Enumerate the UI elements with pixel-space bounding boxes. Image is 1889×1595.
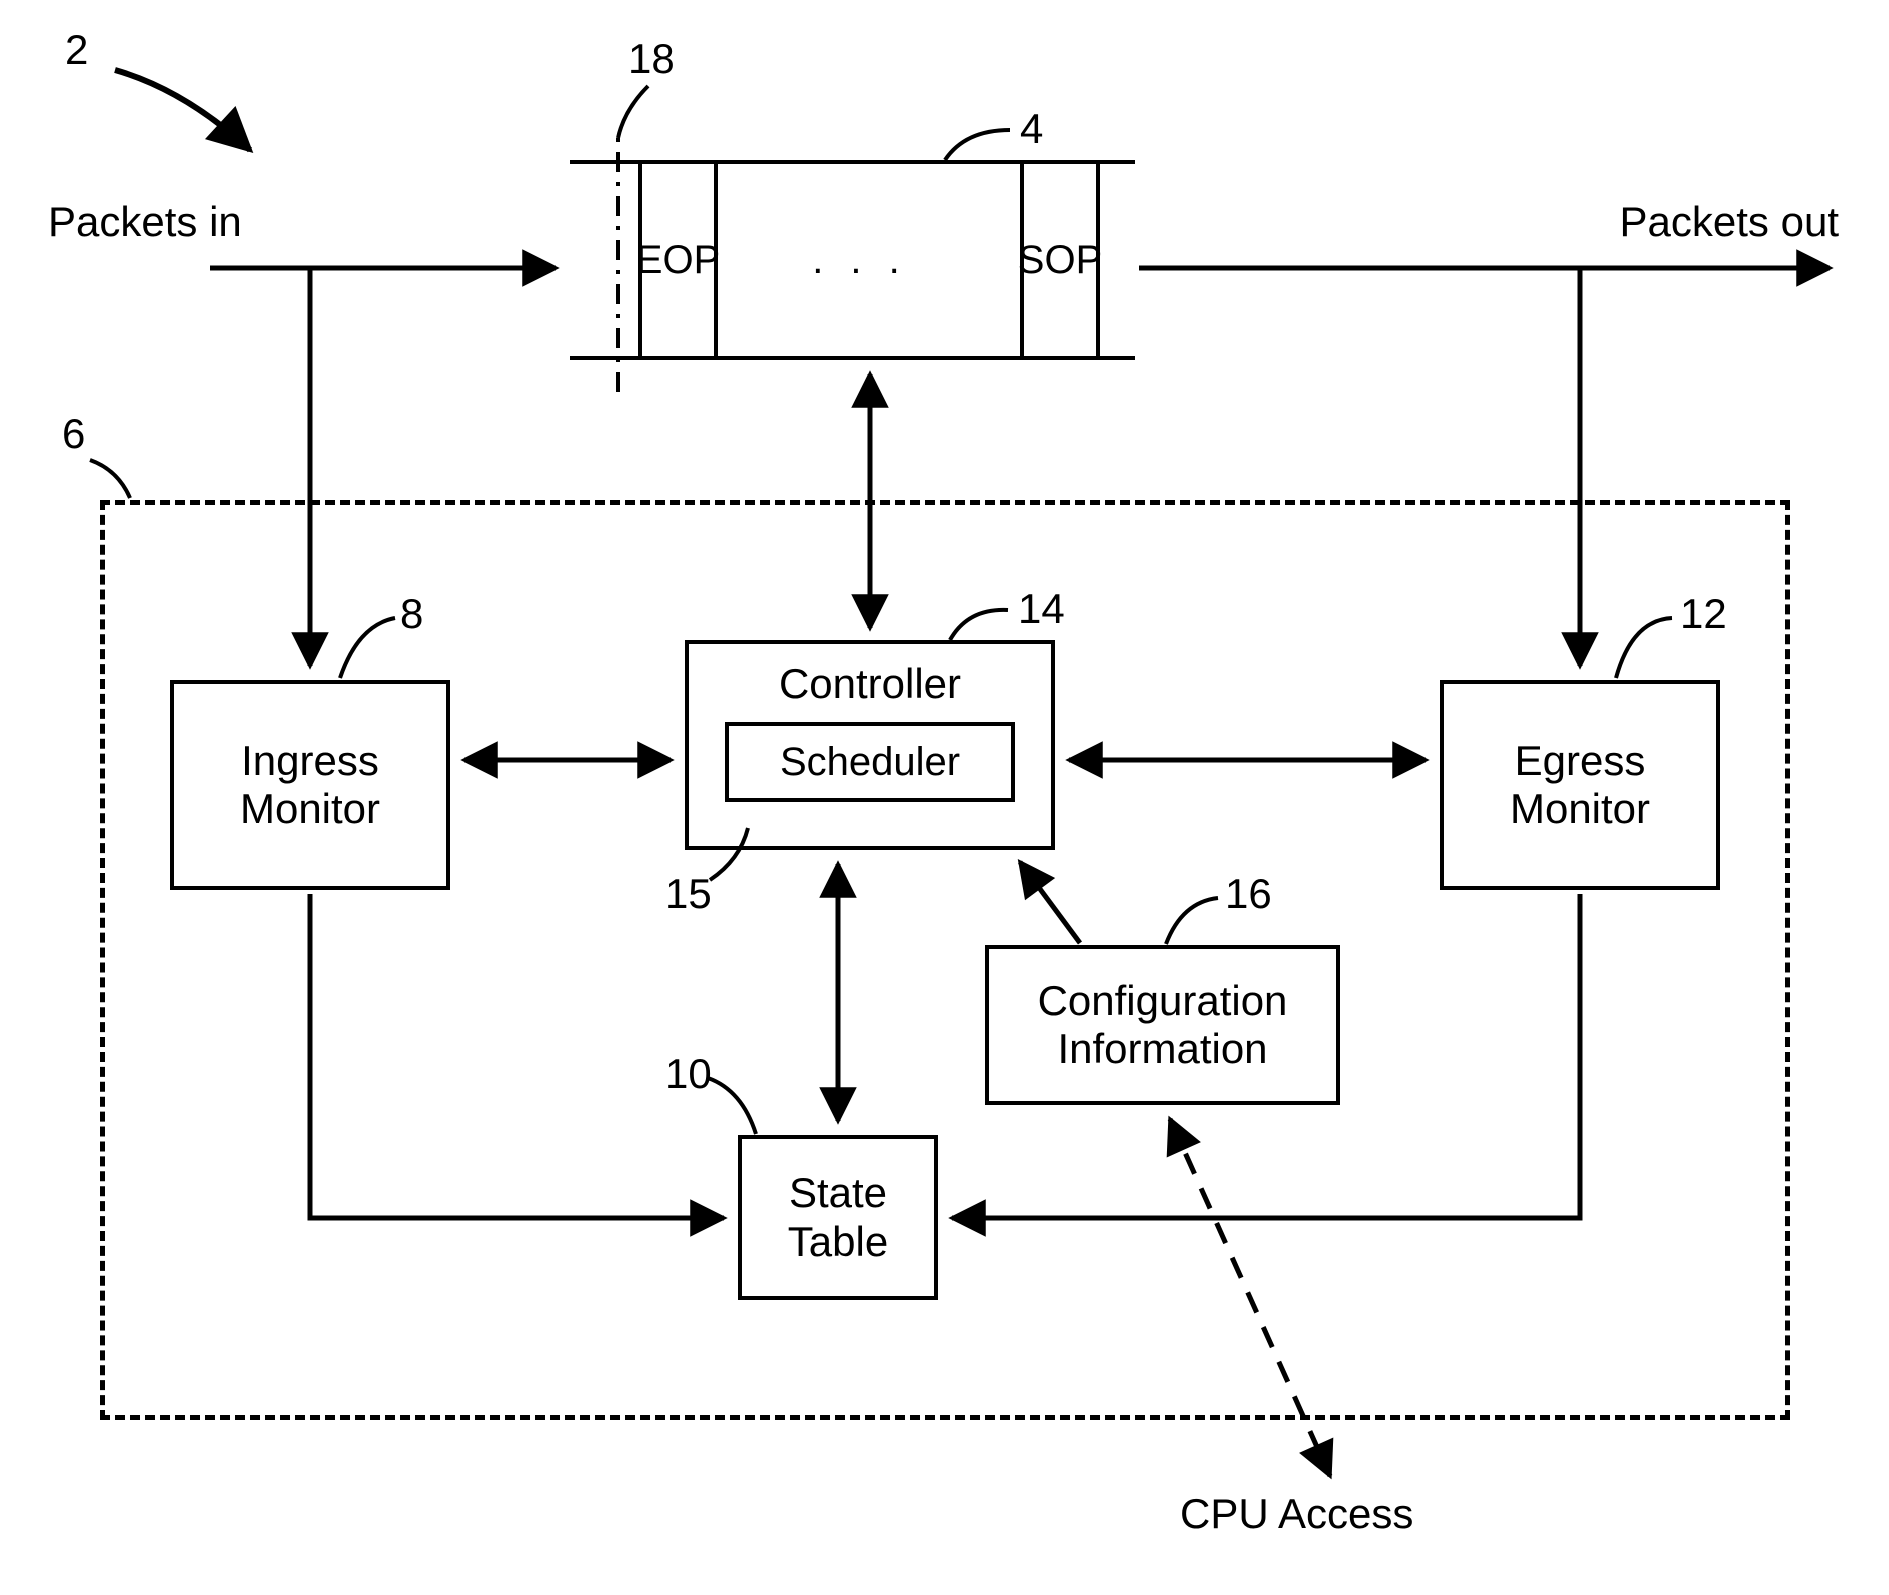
packets-in-label: Packets in	[48, 198, 242, 246]
queue-dots-cell: . . .	[795, 160, 925, 360]
subsystem-boundary	[100, 500, 1790, 1420]
configuration-info-node: Configuration Information	[985, 945, 1340, 1105]
egress-monitor-label: Egress Monitor	[1510, 737, 1650, 834]
queue-sop-text: S	[1018, 239, 1045, 281]
ref-4: 4	[1020, 105, 1043, 153]
egress-monitor-node: Egress Monitor	[1440, 680, 1720, 890]
scheduler-label: Scheduler	[780, 739, 960, 785]
ref-2-arrow	[115, 70, 250, 150]
queue-sop-cell: SOP	[1020, 160, 1100, 360]
ref-6-leader	[90, 460, 130, 498]
ref-2: 2	[65, 26, 88, 74]
state-table-node: State Table	[738, 1135, 938, 1300]
cpu-access-label: CPU Access	[1180, 1490, 1413, 1538]
ref-6: 6	[62, 410, 85, 458]
controller-node: Controller Scheduler	[685, 640, 1055, 850]
queue-eop-text: E	[636, 239, 663, 281]
packets-out-label: Packets out	[1620, 198, 1839, 246]
controller-label: Controller	[779, 660, 961, 708]
scheduler-node: Scheduler	[725, 722, 1015, 802]
ref-4-leader	[945, 130, 1010, 160]
queue-eop-cell: EOP	[638, 160, 718, 360]
packet-queue: EOP . . . SOP	[570, 160, 1135, 360]
ingress-monitor-node: Ingress Monitor	[170, 680, 450, 890]
configuration-info-label: Configuration Information	[1038, 977, 1288, 1074]
state-table-label: State Table	[788, 1169, 888, 1266]
ingress-monitor-label: Ingress Monitor	[240, 737, 380, 834]
ref-18-leader	[618, 86, 648, 138]
ref-18: 18	[628, 35, 675, 83]
